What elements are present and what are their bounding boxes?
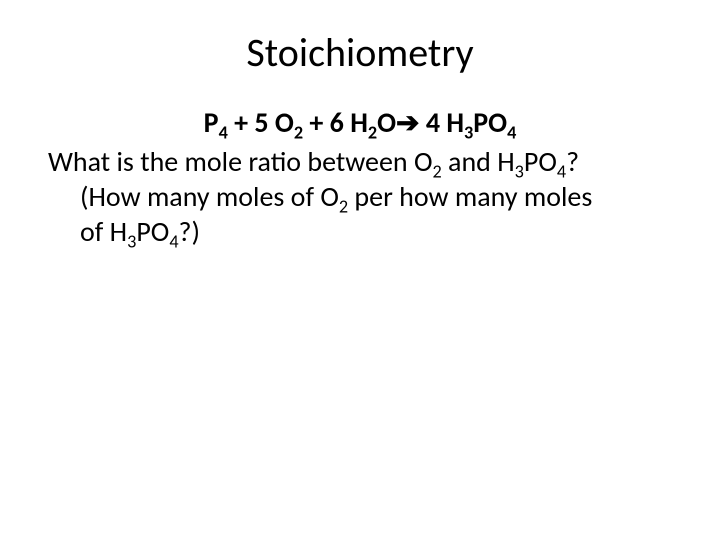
eq-p4-sub: 4 bbox=[219, 122, 228, 144]
q2-b: per how many moles bbox=[348, 179, 592, 214]
eq-h3-sub: 3 bbox=[464, 122, 473, 144]
q3-b: PO bbox=[136, 214, 169, 249]
q1-b: and H bbox=[442, 144, 515, 179]
eq-p4: P bbox=[204, 105, 219, 140]
question-line-3: of H3PO4?) bbox=[48, 214, 672, 249]
q1-a: What is the mole ratio between O bbox=[48, 144, 432, 179]
q2-sub1: 2 bbox=[339, 196, 348, 218]
question-line-2: (How many moles of O2 per how many moles bbox=[48, 179, 672, 214]
q1-c: PO bbox=[524, 144, 557, 179]
eq-plus1: + 5 O bbox=[228, 105, 294, 140]
q3-sub1: 3 bbox=[127, 231, 136, 253]
q2-a: (How many moles of O bbox=[80, 179, 339, 214]
question-line-1: What is the mole ratio between O2 and H3… bbox=[48, 144, 672, 179]
slide: Stoichiometry P4 + 5 O2 + 6 H2O➔ 4 H3PO4… bbox=[0, 0, 720, 540]
slide-title: Stoichiometry bbox=[48, 28, 672, 77]
eq-h2o-sub: 2 bbox=[368, 122, 377, 144]
eq-plus2: + 6 H bbox=[303, 105, 368, 140]
q3-c: ?) bbox=[179, 214, 200, 249]
reaction-arrow-icon: ➔ bbox=[396, 107, 419, 138]
q3-sub2: 4 bbox=[169, 231, 178, 253]
q3-a: of H bbox=[80, 214, 127, 249]
eq-o2-sub: 2 bbox=[294, 122, 303, 144]
question-text: What is the mole ratio between O2 and H3… bbox=[48, 144, 672, 249]
eq-po: PO bbox=[473, 105, 507, 140]
eq-h2o-o: O bbox=[377, 105, 396, 140]
chemical-equation: P4 + 5 O2 + 6 H2O➔ 4 H3PO4 bbox=[48, 105, 672, 140]
eq-prod-coef: 4 H bbox=[426, 105, 464, 140]
q1-d: ? bbox=[566, 144, 579, 179]
eq-po4-sub: 4 bbox=[507, 122, 516, 144]
